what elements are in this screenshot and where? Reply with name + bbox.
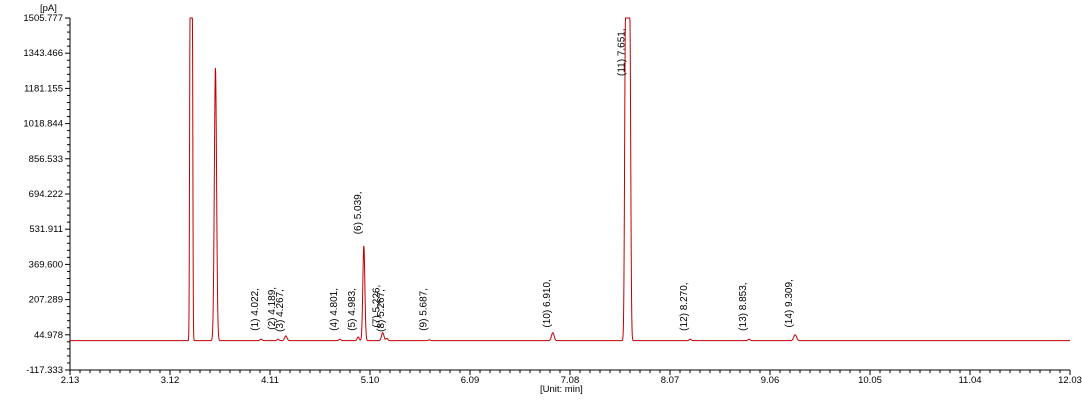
x-tick-label: 12.03: [1058, 375, 1082, 386]
peak-label: (13) 8.853,: [738, 282, 749, 330]
x-tick-label: 7.08: [561, 375, 580, 386]
peak-label: (14) 9.309,: [784, 279, 795, 327]
y-tick-label: 369.600: [29, 259, 63, 270]
peak-label: (1) 4.022,: [250, 288, 261, 331]
chromatogram-trace: [70, 17, 1070, 342]
peak-label: (6) 5.039,: [353, 191, 364, 234]
y-axis-unit-label: [pA]: [40, 3, 57, 14]
peak-label: (9) 5.687,: [418, 288, 429, 331]
peak-label: (5) 4.983,: [347, 288, 358, 331]
y-tick-label: 1343.466: [23, 48, 63, 59]
y-tick-label: 531.911: [29, 224, 63, 235]
y-tick-label: 1181.155: [24, 83, 63, 94]
x-tick-label: 6.09: [461, 375, 480, 386]
peak-label: (12) 8.270,: [679, 282, 690, 330]
y-tick-label: 207.289: [29, 295, 63, 306]
x-axis-unit-label: [Unit: min]: [540, 384, 583, 395]
peak-labels-layer: (1) 4.022, (2) 4.189,(3) 4.267, (4) 4.801,…: [250, 28, 795, 332]
y-tick-label: -117.333: [26, 365, 63, 376]
x-tick-label: 4.11: [261, 375, 279, 386]
peak-label: (2) 4.189,: [267, 287, 278, 330]
peak-label: (4) 4.801,: [329, 288, 340, 331]
peak-label: (7) 5.226,: [372, 285, 383, 328]
peak-label: (8) 5.267,: [376, 289, 387, 332]
x-tick-label: 5.10: [361, 375, 380, 386]
y-tick-label: 694.222: [29, 189, 63, 200]
trace-layer: [70, 17, 1070, 342]
peak-label: (11) 7.651,: [617, 28, 628, 76]
x-tick-label: 2.13: [61, 375, 80, 386]
x-tick-label: 3.12: [161, 375, 180, 386]
peak-label: (10) 6.910,: [542, 279, 553, 327]
y-tick-label: 1505.777: [23, 13, 63, 24]
y-tick-label: 856.533: [29, 154, 63, 165]
x-tick-label: 11.04: [958, 375, 981, 386]
axes-layer: -117.333 44.978 207.289 369.600 531.911 694.2…: [23, 13, 1082, 386]
x-tick-label: 9.06: [761, 375, 780, 386]
y-tick-label: 1018.844: [23, 119, 63, 130]
x-tick-label: 8.07: [661, 375, 680, 386]
y-tick-label: 44.978: [34, 330, 63, 341]
peak-label: (3) 4.267,: [275, 289, 286, 332]
x-tick-label: 10.05: [858, 375, 882, 386]
